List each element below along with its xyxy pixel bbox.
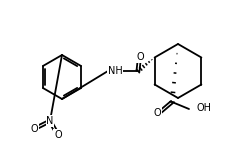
Text: O: O: [136, 52, 143, 62]
Text: NH: NH: [107, 66, 122, 76]
Text: OH: OH: [196, 103, 211, 113]
Text: O: O: [30, 124, 38, 134]
Text: O: O: [54, 130, 61, 140]
Text: O: O: [152, 108, 160, 118]
Text: N: N: [46, 116, 53, 126]
